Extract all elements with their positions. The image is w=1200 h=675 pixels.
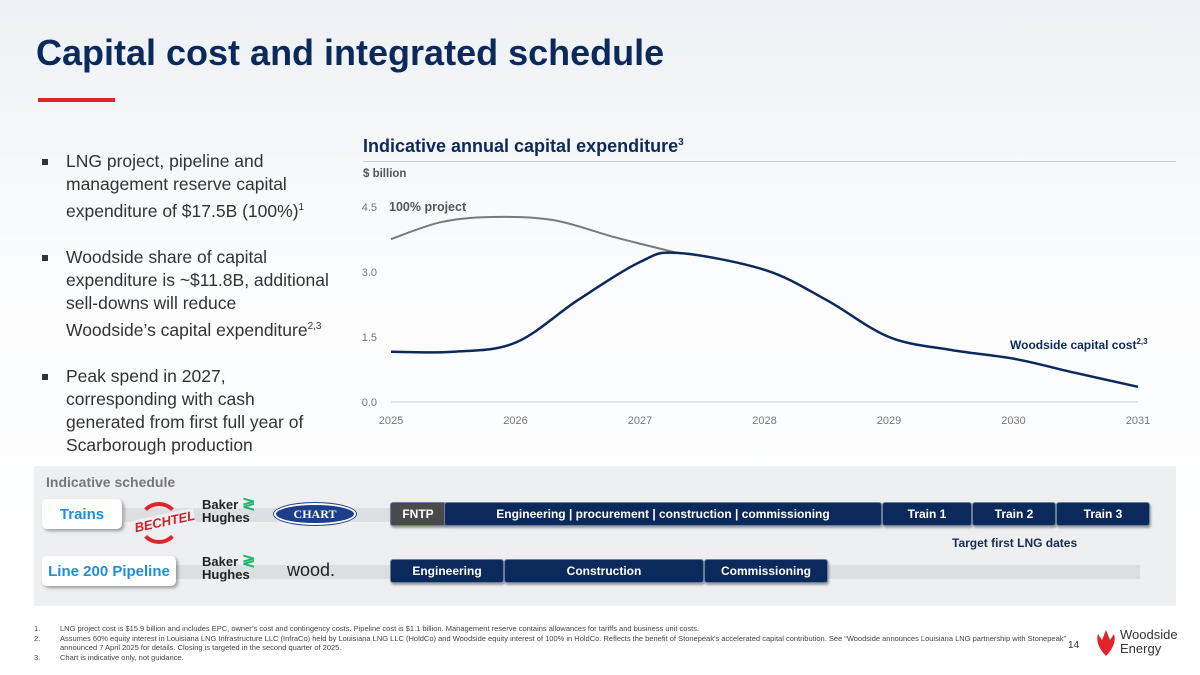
x-tick-label: 2028 bbox=[752, 415, 776, 427]
bullet-item: Peak spend in 2027, corresponding with c… bbox=[40, 365, 330, 457]
footnote: 2. Assumes 60% equity interest in Louisia… bbox=[34, 633, 1066, 653]
y-axis-unit: $ billion bbox=[363, 168, 407, 180]
y-tick-label: 0.0 bbox=[362, 397, 377, 409]
train-3-bar: Train 3 bbox=[1056, 502, 1150, 526]
x-tick-label: 2025 bbox=[379, 415, 403, 427]
project-100-line bbox=[390, 215, 678, 254]
title-underline bbox=[38, 98, 115, 102]
x-tick-label: 2030 bbox=[1001, 415, 1025, 427]
pipeline-engineering-bar: Engineering bbox=[390, 559, 504, 583]
brand-name: Woodside Energy bbox=[1120, 627, 1178, 656]
trains-label: Trains bbox=[42, 499, 122, 529]
target-first-lng-note: Target first LNG dates bbox=[952, 536, 1078, 550]
pipeline-label: Line 200 Pipeline bbox=[42, 556, 176, 586]
woodside-capital-cost-line bbox=[390, 251, 1139, 389]
footnotes: 1. LNG project cost is $15.9 billion and … bbox=[34, 624, 1074, 662]
fntp-bar: FNTP bbox=[390, 502, 446, 526]
train-2-bar: Train 2 bbox=[972, 502, 1056, 526]
epc-bar: Engineering | procurement | construction… bbox=[444, 502, 882, 526]
y-tick-label: 1.5 bbox=[362, 332, 377, 344]
schedule-panel: Indicative schedule Trains Line 200 Pipe… bbox=[34, 466, 1176, 606]
bullet-item: LNG project, pipeline and management res… bbox=[40, 150, 330, 223]
footnote: 3. Chart is indicative only, not guidance… bbox=[34, 652, 184, 662]
divider bbox=[363, 161, 1176, 162]
x-tick-label: 2027 bbox=[628, 415, 652, 427]
wood-logo: wood. bbox=[287, 560, 336, 580]
x-tick-label: 2029 bbox=[877, 415, 901, 427]
y-tick-label: 4.5 bbox=[362, 202, 377, 214]
capex-line-chart: 0.0 1.5 3.0 4.5 2025 2026 2027 2028 2029 2030 2031… bbox=[362, 200, 1151, 427]
pipeline-construction-bar: Construction bbox=[504, 559, 704, 583]
x-tick-label: 2031 bbox=[1126, 415, 1150, 427]
page-title: Capital cost and integrated schedule bbox=[36, 32, 665, 73]
woodside-logo-icon bbox=[1097, 630, 1115, 656]
chart-logo: CHART bbox=[273, 502, 357, 526]
series-label-100-project: 100% project bbox=[389, 200, 467, 214]
train-1-bar: Train 1 bbox=[882, 502, 972, 526]
pipeline-commissioning-bar: Commissioning bbox=[704, 559, 828, 583]
y-tick-label: 3.0 bbox=[362, 267, 377, 279]
chart-title: Indicative annual capital expenditure3 bbox=[363, 136, 684, 156]
x-tick-label: 2026 bbox=[503, 415, 527, 427]
baker-hughes-logo: Baker Hughes ≷ bbox=[202, 553, 256, 582]
baker-hughes-logo: Baker Hughes ≷ bbox=[202, 496, 256, 525]
bullet-item: Woodside share of capital expenditure is… bbox=[40, 246, 330, 342]
bullet-list: LNG project, pipeline and management res… bbox=[40, 150, 330, 480]
footnote: 1. LNG project cost is $15.9 billion and … bbox=[34, 624, 700, 633]
page-number: 14 bbox=[1068, 640, 1080, 651]
series-label-woodside: Woodside capital cost2,3 bbox=[1010, 337, 1148, 352]
schedule-title: Indicative schedule bbox=[46, 474, 176, 490]
